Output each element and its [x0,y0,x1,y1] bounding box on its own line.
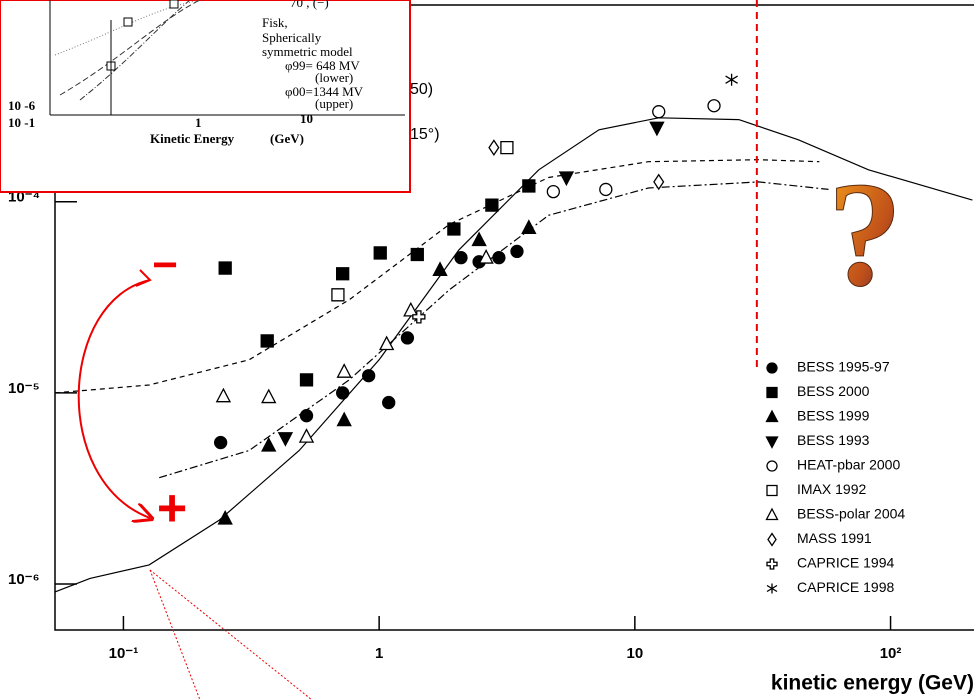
marker [486,199,498,211]
legend-label: BESS 1999 [797,408,870,424]
inset-point [124,18,132,26]
inset-point [170,0,178,8]
model-curve [159,182,828,478]
x-tick-label: 1 [375,645,383,662]
inset-text: 70 , (−) [290,0,329,10]
zoom-line [150,570,312,700]
inset-x-label: Kinetic Energy [150,131,235,146]
marker [363,370,375,382]
marker [768,534,776,546]
x-axis-label: kinetic energy (GeV) [771,672,974,695]
marker [219,511,232,524]
inset-text: Fisk, [262,15,288,30]
inset-tick: 1 [195,115,202,130]
x-tick-label: 10⁻¹ [109,645,139,662]
marker [219,262,231,274]
legend: BESS 1995-97 BESS 2000 BESS 1999 BESS 1993 H… [767,359,906,596]
plus-sign: + [157,480,187,538]
marker [300,430,313,443]
legend-label: BESS 1993 [797,432,870,448]
marker [767,486,777,496]
legend-label: BESS 1995-97 [797,359,890,375]
page: 10⁻¹11010²10⁻⁶10⁻⁵10⁻⁴ 50) 15°) ? − + ki… [0,0,974,700]
legend-label: CAPRICE 1994 [797,555,894,571]
marker [301,410,313,422]
inset-text: (upper) [315,96,353,111]
inset-tick: 10 -1 [8,115,35,130]
partial-text: 15°) [410,126,440,143]
marker [455,252,467,264]
marker [338,365,351,378]
chart: 10⁻¹11010²10⁻⁶10⁻⁵10⁻⁴ 50) 15°) ? − + ki… [0,0,974,700]
marker [767,461,777,471]
marker [767,559,777,569]
zoom-line [150,570,200,700]
y-tick-label: 10⁻⁵ [8,380,40,397]
minus-sign: − [152,241,178,290]
marker [650,122,663,135]
marker [726,74,738,86]
x-tick-label: 10² [880,645,902,662]
legend-label: IMAX 1992 [797,481,866,497]
marker [767,584,777,594]
marker [383,397,395,409]
marker [767,388,777,398]
marker [547,186,559,198]
marker [501,142,513,154]
y-tick-label: 10⁻⁶ [8,571,40,588]
marker [600,183,612,195]
marker [767,509,778,520]
marker [401,332,413,344]
marker [767,411,778,422]
marker [523,180,535,192]
inset-text: (lower) [315,70,353,85]
inset: 70 , (−) Fisk, Spherically symmetric mod… [0,0,410,192]
marker [337,387,349,399]
marker [261,335,273,347]
marker [279,433,292,446]
marker [337,268,349,280]
marker [301,374,313,386]
partial-text: 50) [410,81,433,98]
marker [522,221,535,234]
marker [338,413,351,426]
marker [215,437,227,449]
marker [332,289,344,301]
legend-label: CAPRICE 1998 [797,579,894,595]
inset-text: symmetric model [262,44,353,59]
inset-tick: 10 -6 [8,98,36,113]
legend-label: BESS-polar 2004 [797,506,905,522]
legend-label: HEAT-pbar 2000 [797,457,900,473]
inset-text: Spherically [262,30,322,45]
marker [708,100,720,112]
marker [560,172,573,185]
legend-label: MASS 1991 [797,530,872,546]
arrow [79,280,150,518]
legend-label: BESS 2000 [797,383,870,399]
question-mark: ? [828,151,903,317]
marker [511,245,523,257]
marker [374,247,386,259]
inset-tick: 10 [300,111,313,126]
marker [767,363,777,373]
marker [217,389,230,402]
marker [653,106,665,118]
marker [448,223,460,235]
marker [767,437,778,448]
marker [493,252,505,264]
marker [489,140,499,154]
x-tick-label: 10 [627,645,644,662]
marker [262,390,275,403]
inset-x-label: (GeV) [270,131,304,146]
marker [411,248,423,260]
